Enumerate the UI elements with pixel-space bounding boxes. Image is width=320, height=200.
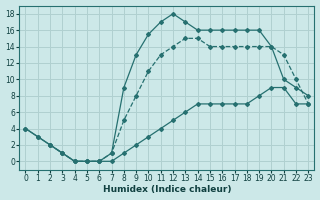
X-axis label: Humidex (Indice chaleur): Humidex (Indice chaleur)	[103, 185, 231, 194]
